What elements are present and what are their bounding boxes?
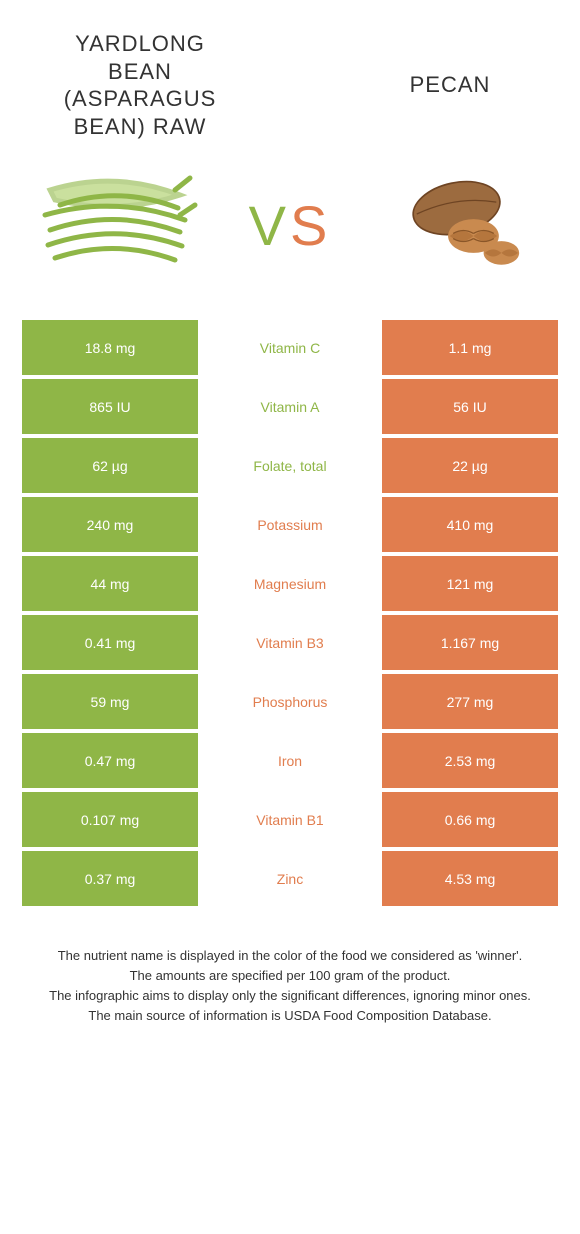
yardlong-bean-icon — [30, 160, 200, 290]
value-left: 18.8 mg — [22, 320, 198, 375]
table-row: 0.41 mgVitamin B31.167 mg — [22, 615, 558, 670]
value-right: 2.53 mg — [382, 733, 558, 788]
pecan-icon — [390, 170, 540, 280]
food-title-left: YARDLONG BEAN (ASPARAGUS BEAN) RAW — [40, 30, 240, 140]
value-left: 44 mg — [22, 556, 198, 611]
value-left: 59 mg — [22, 674, 198, 729]
nutrient-name: Iron — [202, 733, 378, 788]
header: YARDLONG BEAN (ASPARAGUS BEAN) RAW PECAN — [0, 0, 580, 140]
table-row: 240 mgPotassium410 mg — [22, 497, 558, 552]
table-row: 18.8 mgVitamin C1.1 mg — [22, 320, 558, 375]
table-row: 62 µgFolate, total22 µg — [22, 438, 558, 493]
footer-line: The infographic aims to display only the… — [28, 986, 552, 1006]
value-left: 865 IU — [22, 379, 198, 434]
table-row: 865 IUVitamin A56 IU — [22, 379, 558, 434]
nutrient-name: Vitamin B3 — [202, 615, 378, 670]
value-right: 0.66 mg — [382, 792, 558, 847]
table-row: 0.107 mgVitamin B10.66 mg — [22, 792, 558, 847]
food-image-right — [380, 160, 550, 290]
value-left: 0.47 mg — [22, 733, 198, 788]
value-right: 4.53 mg — [382, 851, 558, 906]
value-left: 62 µg — [22, 438, 198, 493]
nutrient-name: Vitamin A — [202, 379, 378, 434]
nutrient-name: Magnesium — [202, 556, 378, 611]
value-right: 1.1 mg — [382, 320, 558, 375]
value-right: 277 mg — [382, 674, 558, 729]
table-row: 0.37 mgZinc4.53 mg — [22, 851, 558, 906]
footer-line: The amounts are specified per 100 gram o… — [28, 966, 552, 986]
value-left: 0.37 mg — [22, 851, 198, 906]
vs-label: VS — [249, 193, 332, 258]
nutrient-name: Folate, total — [202, 438, 378, 493]
nutrient-table: 18.8 mgVitamin C1.1 mg865 IUVitamin A56 … — [0, 320, 580, 906]
vs-s: S — [290, 194, 331, 257]
vs-v: V — [249, 194, 290, 257]
food-image-left — [30, 160, 200, 290]
table-row: 59 mgPhosphorus277 mg — [22, 674, 558, 729]
footer-line: The nutrient name is displayed in the co… — [28, 946, 552, 966]
value-left: 0.41 mg — [22, 615, 198, 670]
footer-notes: The nutrient name is displayed in the co… — [0, 906, 580, 1027]
value-right: 1.167 mg — [382, 615, 558, 670]
nutrient-name: Vitamin B1 — [202, 792, 378, 847]
value-right: 410 mg — [382, 497, 558, 552]
value-right: 121 mg — [382, 556, 558, 611]
value-left: 0.107 mg — [22, 792, 198, 847]
nutrient-name: Vitamin C — [202, 320, 378, 375]
value-left: 240 mg — [22, 497, 198, 552]
footer-line: The main source of information is USDA F… — [28, 1006, 552, 1026]
nutrient-name: Zinc — [202, 851, 378, 906]
nutrient-name: Potassium — [202, 497, 378, 552]
nutrient-name: Phosphorus — [202, 674, 378, 729]
table-row: 0.47 mgIron2.53 mg — [22, 733, 558, 788]
value-right: 56 IU — [382, 379, 558, 434]
table-row: 44 mgMagnesium121 mg — [22, 556, 558, 611]
food-title-right: PECAN — [360, 72, 540, 98]
value-right: 22 µg — [382, 438, 558, 493]
vs-row: VS — [0, 140, 580, 320]
